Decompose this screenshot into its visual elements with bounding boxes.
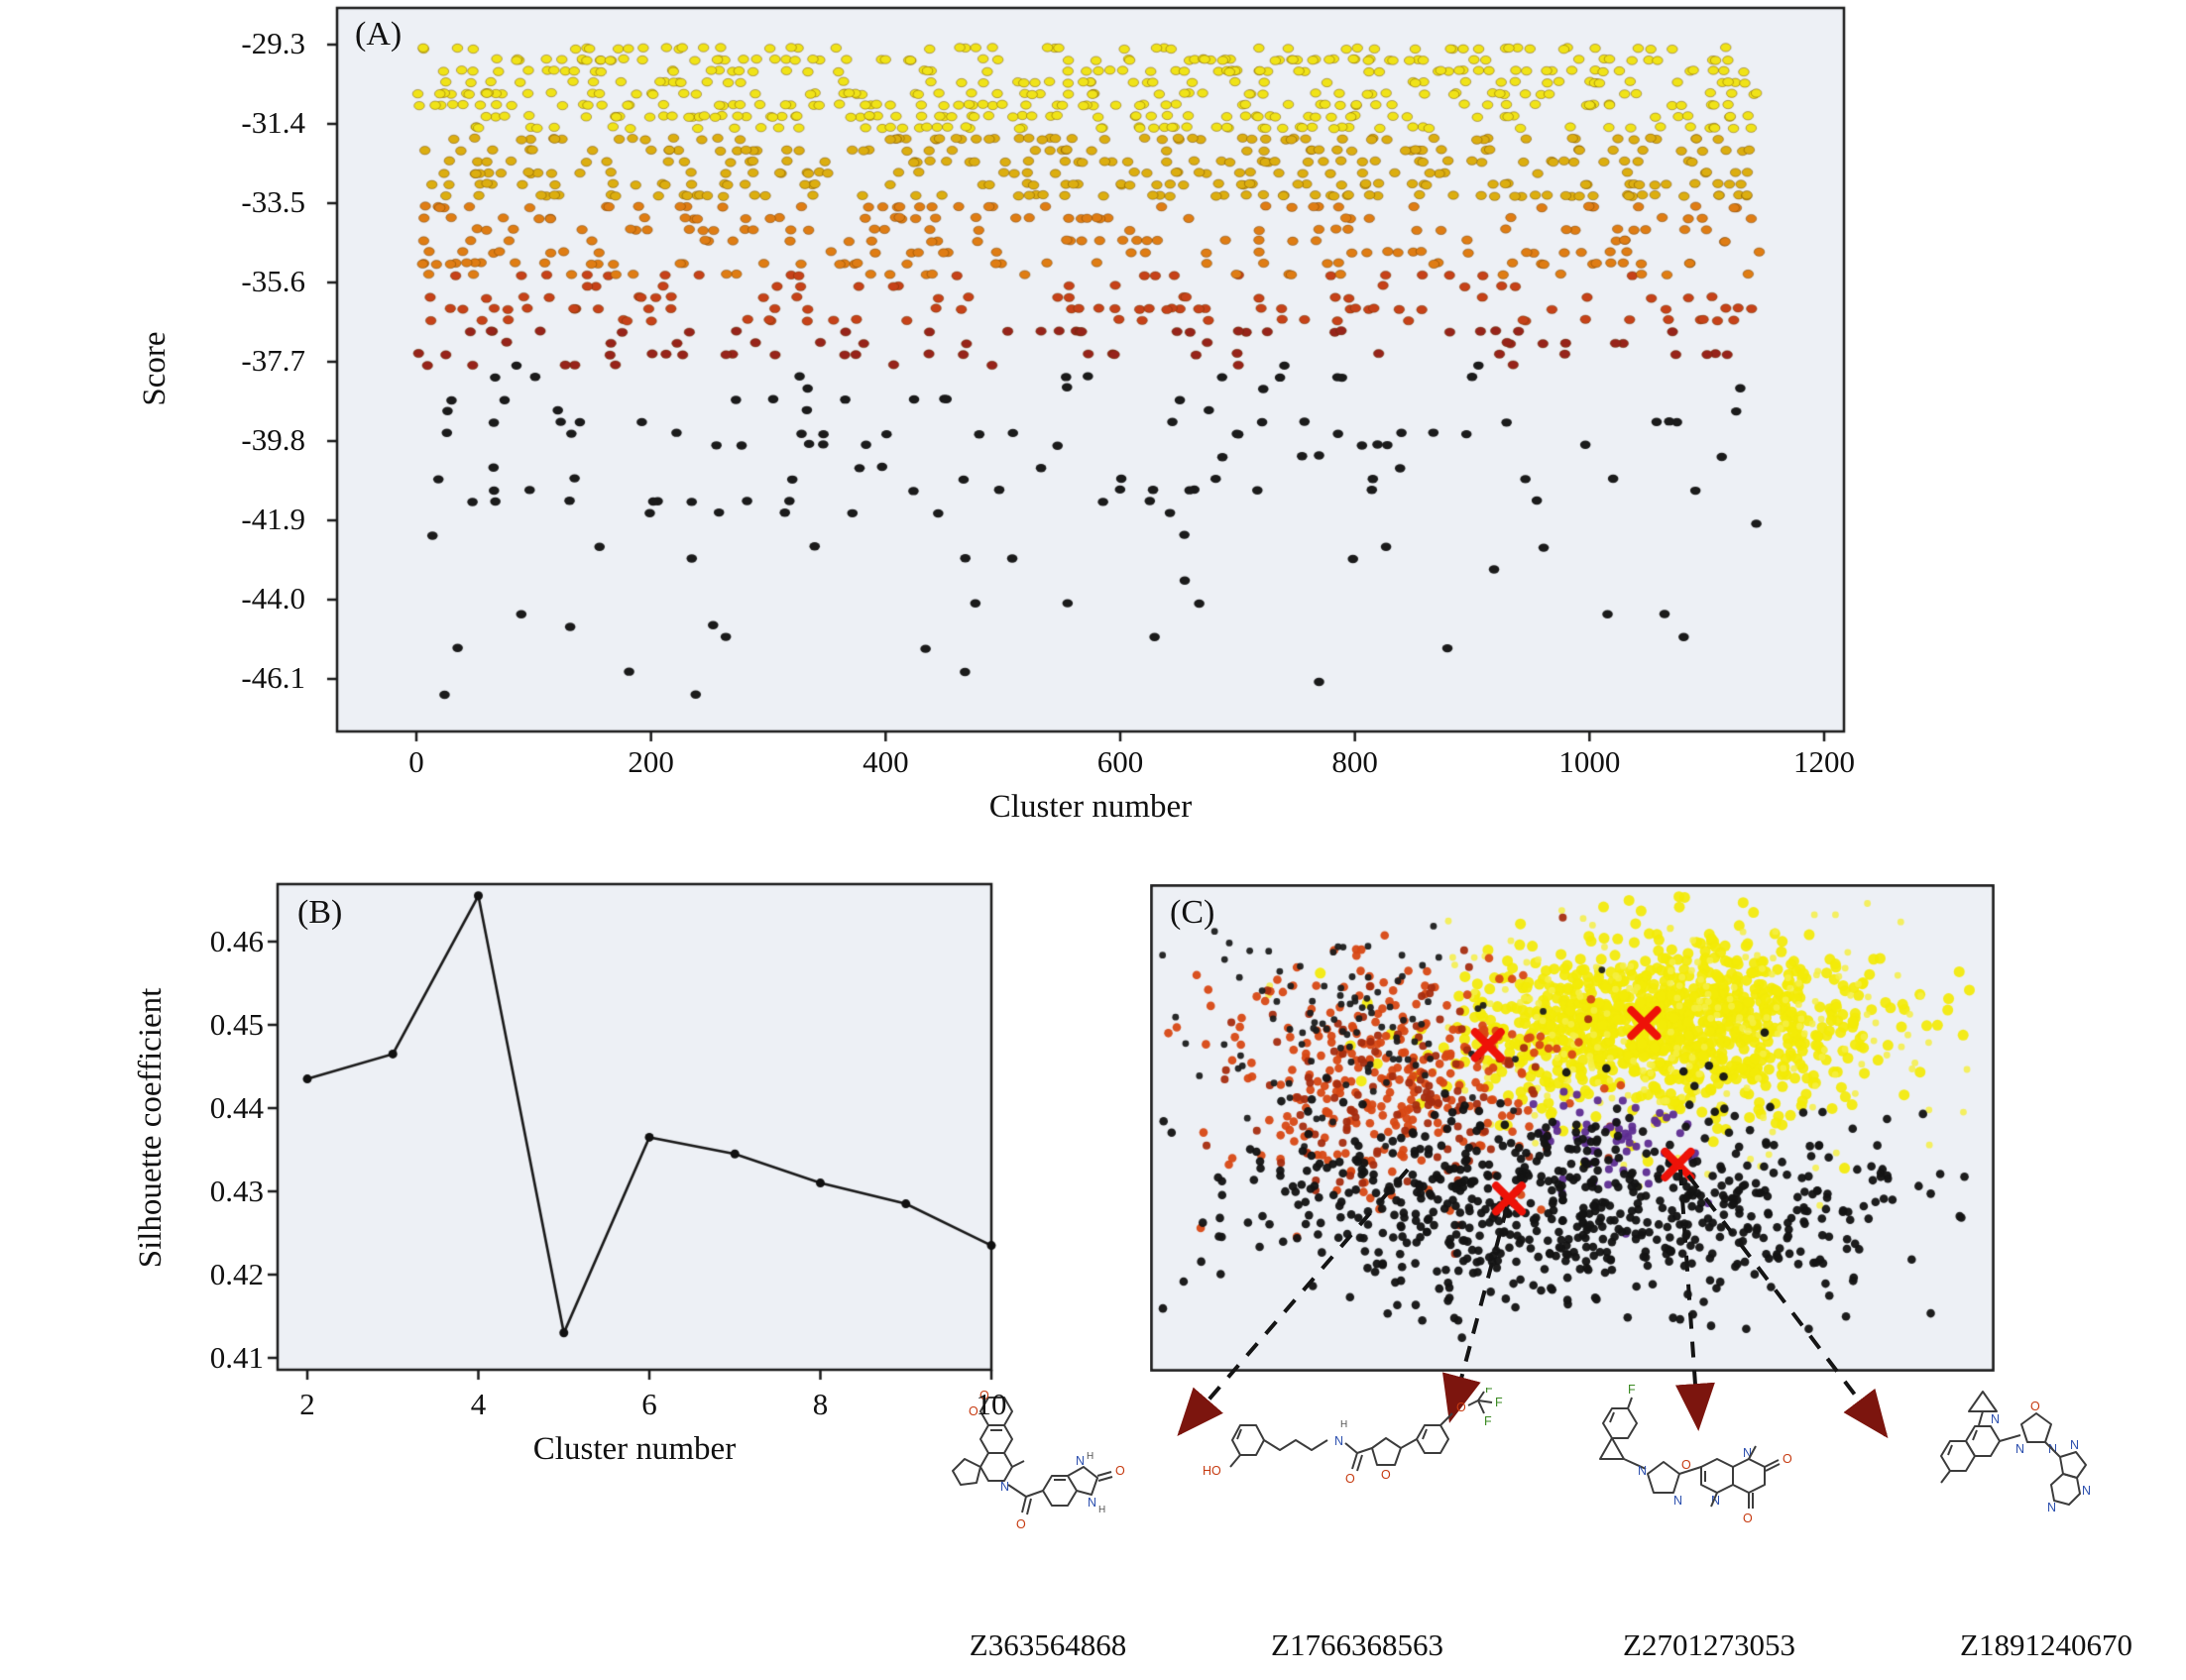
panel-a-xtick: 0 <box>408 744 424 779</box>
svg-text:N: N <box>2082 1484 2091 1498</box>
panel-b-letter: (B) <box>297 894 343 931</box>
svg-text:O: O <box>1381 1468 1391 1482</box>
panel-b-xtick: 8 <box>812 1387 829 1421</box>
svg-text:N: N <box>1000 1480 1009 1494</box>
svg-text:N: N <box>1088 1496 1096 1510</box>
panel-a-ytick: -35.6 <box>241 264 305 298</box>
svg-text:H: H <box>1098 1505 1105 1515</box>
svg-text:H: H <box>1087 1451 1093 1462</box>
panel-a-ytick: -46.1 <box>241 660 305 695</box>
compound-label-4: Z1891240670 <box>1960 1627 2132 1662</box>
svg-text:F: F <box>1484 1414 1492 1428</box>
svg-text:N: N <box>1743 1446 1752 1460</box>
molecule-structure-z363564868: O O N O N H N H O <box>952 1389 1125 1531</box>
compound-label-3: Z2701273053 <box>1623 1627 1795 1662</box>
svg-text:N: N <box>1334 1434 1343 1448</box>
panel-a-xtick: 800 <box>1331 744 1378 779</box>
panel-b-xtick: 2 <box>299 1387 315 1421</box>
panel-b-ytick: 0.44 <box>209 1090 264 1125</box>
compound-label-2: Z1766368563 <box>1271 1627 1443 1662</box>
panel-b-xtick: 4 <box>470 1387 487 1421</box>
svg-text:N: N <box>2070 1438 2079 1452</box>
molecule-structure-z1766368563: HO H N O O O F F F <box>1203 1388 1503 1486</box>
panel-a-ytick: -29.3 <box>241 26 305 60</box>
panel-a-ytick: -33.5 <box>241 184 305 219</box>
svg-text:N: N <box>2015 1442 2024 1456</box>
svg-text:O: O <box>2030 1400 2040 1413</box>
svg-text:O: O <box>1456 1400 1466 1414</box>
svg-text:O: O <box>1783 1452 1792 1466</box>
svg-text:O: O <box>1016 1517 1026 1531</box>
molecule-structure-z1891240670: N O N N N N N <box>1940 1391 2091 1514</box>
svg-text:N: N <box>1711 1494 1720 1508</box>
svg-text:N: N <box>1673 1494 1682 1508</box>
svg-text:O: O <box>1115 1464 1125 1478</box>
panel-b-ytick: 0.45 <box>209 1007 264 1042</box>
svg-text:HO: HO <box>1203 1464 1221 1478</box>
panel-a-ytick: -37.7 <box>241 343 305 378</box>
panel-a-ytick: -39.8 <box>241 422 305 457</box>
panel-b-xtick: 10 <box>976 1387 1007 1421</box>
molecule-structure-z2701273053: F N N O N N O O <box>1599 1383 1792 1525</box>
panel-a-ytick: -44.0 <box>241 581 305 616</box>
panel-b-ytick: 0.42 <box>209 1257 264 1291</box>
panel-a-plot <box>317 0 1864 763</box>
svg-text:O: O <box>969 1404 978 1418</box>
panel-a-xtick: 1200 <box>1793 744 1855 779</box>
svg-text:O: O <box>1681 1458 1691 1472</box>
panel-a-xtick: 600 <box>1096 744 1144 779</box>
cluster-number-axis-label-b: Cluster number <box>532 1431 737 1467</box>
panel-a-xtick: 1000 <box>1558 744 1621 779</box>
svg-text:N: N <box>1991 1412 2000 1426</box>
svg-text:H: H <box>1340 1419 1347 1430</box>
panel-c-plot <box>1150 884 1995 1372</box>
svg-text:O: O <box>1743 1512 1753 1525</box>
svg-text:O: O <box>1345 1472 1355 1486</box>
compound-label-1: Z363564868 <box>969 1627 1127 1662</box>
svg-text:N: N <box>2047 1501 2056 1514</box>
panel-b-ytick: 0.46 <box>209 924 264 958</box>
panel-a-ytick: -31.4 <box>241 105 305 140</box>
panel-b-xtick: 6 <box>641 1387 657 1421</box>
svg-text:N: N <box>1638 1464 1647 1478</box>
svg-text:F: F <box>1495 1396 1503 1409</box>
panel-a-ytick: -41.9 <box>241 502 305 536</box>
cluster-number-axis-label-a: Cluster number <box>988 789 1193 825</box>
panel-a-xtick: 400 <box>863 744 909 779</box>
svg-text:F: F <box>1628 1383 1636 1397</box>
panel-b-plot <box>248 868 1021 1403</box>
panel-a-letter: (A) <box>355 16 403 53</box>
svg-text:O: O <box>979 1389 989 1402</box>
panel-a-xtick: 200 <box>628 744 674 779</box>
svg-text:F: F <box>1485 1388 1493 1396</box>
svg-text:N: N <box>1076 1454 1085 1468</box>
panel-c-letter: (C) <box>1170 894 1215 931</box>
panel-b-ytick: 0.41 <box>209 1340 264 1375</box>
panel-b-ytick: 0.43 <box>209 1174 264 1208</box>
